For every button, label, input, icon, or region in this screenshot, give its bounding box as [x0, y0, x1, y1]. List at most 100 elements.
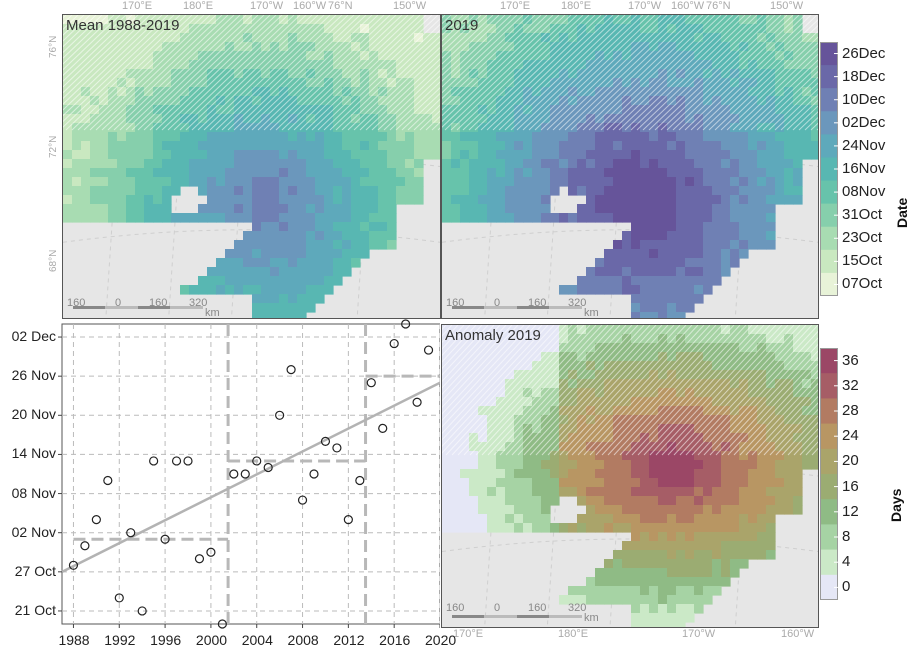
hatch-line: [442, 325, 513, 402]
map-cell: [505, 78, 515, 88]
map-cell: [225, 186, 235, 196]
map-cell: [442, 204, 452, 214]
map-cell: [613, 496, 623, 506]
map-cell: [559, 33, 569, 43]
map-cell: [685, 334, 695, 344]
map-cell: [135, 177, 145, 187]
map-cell: [378, 204, 388, 214]
map-cell: [324, 159, 334, 169]
map-cell: [306, 294, 316, 304]
data-point: [309, 469, 319, 479]
hatch-line: [442, 15, 500, 71]
map-cell: [514, 478, 524, 488]
map-cell: [306, 195, 316, 205]
map-cell: [252, 312, 262, 318]
map-cell: [288, 285, 298, 295]
map-cell: [694, 370, 704, 380]
map-cell: [81, 96, 91, 106]
map-cell: [730, 361, 740, 371]
map-cell: [811, 433, 818, 443]
map-cell: [414, 96, 424, 106]
map-cell: [270, 204, 280, 214]
map-cell: [739, 204, 749, 214]
map-cell: [712, 15, 722, 25]
map-cell: [586, 141, 596, 151]
map-cell: [685, 150, 695, 160]
map-cell: [306, 213, 316, 223]
map-cell: [613, 96, 623, 106]
map-cell: [108, 24, 118, 34]
map-cell: [757, 141, 767, 151]
map-cell: [135, 168, 145, 178]
map-cell: [442, 177, 452, 187]
map-cell: [451, 496, 461, 506]
map-cell: [595, 424, 605, 434]
map-cell: [685, 159, 695, 169]
date-legend-tick-label: 23Oct: [842, 229, 883, 247]
map-cell: [396, 33, 406, 43]
map-cell: [640, 622, 650, 627]
map-cell: [613, 60, 623, 70]
map-cell: [297, 24, 307, 34]
map-cell: [667, 604, 677, 614]
date-legend-tick-label: 24Nov: [842, 136, 886, 154]
map-cell: [550, 478, 560, 488]
map-cell: [703, 105, 713, 115]
map-cell: [730, 105, 740, 115]
hatch-line: [474, 15, 596, 131]
map-cell: [622, 42, 632, 52]
map-cell: [757, 159, 767, 169]
map-cell: [541, 24, 551, 34]
hatch-line: [510, 15, 632, 131]
map-cell: [63, 69, 73, 79]
map-cell: [595, 186, 605, 196]
map-cell: [766, 222, 776, 232]
lon-label: 160°W: [781, 628, 815, 640]
map-cell: [757, 469, 767, 479]
map-cell: [451, 177, 461, 187]
map-cell: [721, 222, 731, 232]
map-cell: [703, 487, 713, 497]
map-cell: [586, 69, 596, 79]
map-cell: [487, 514, 497, 524]
map-cell: [135, 69, 145, 79]
map-cell: [802, 379, 812, 389]
map-cell: [478, 361, 488, 371]
hatch-line: [442, 15, 482, 54]
map-cell: [306, 60, 316, 70]
map-cell: [640, 568, 650, 578]
map-cell: [658, 433, 668, 443]
map-cell: [505, 379, 515, 389]
lon-label: 180°E: [561, 0, 592, 12]
map-cell: [703, 186, 713, 196]
map-cell: [730, 87, 740, 97]
map-cell: [757, 168, 767, 178]
scale-bar-segment: [517, 615, 549, 618]
map-cell: [757, 505, 767, 515]
hatch-line: [185, 15, 307, 131]
map-cell: [99, 105, 109, 115]
hatch-line: [601, 325, 723, 456]
map-cell: [216, 96, 226, 106]
map-cell: [117, 159, 127, 169]
map-cell: [658, 487, 668, 497]
map-cell: [288, 294, 298, 304]
map-cell: [712, 505, 722, 515]
date-legend-tick-label: 16Nov: [842, 160, 886, 177]
map-cell: [487, 213, 497, 223]
map-cell: [640, 415, 650, 425]
map-cell: [306, 96, 316, 106]
map-cell: [505, 343, 515, 353]
map-cell: [198, 177, 208, 187]
map-cell: [595, 60, 605, 70]
map-cell: [378, 96, 388, 106]
map-cell: [72, 141, 82, 151]
map-cell: [288, 231, 298, 241]
map-cell: [505, 141, 515, 151]
map-cell: [469, 478, 479, 488]
map-cell: [306, 87, 316, 97]
map-cell: [505, 487, 515, 497]
map-cell: [460, 15, 470, 25]
map-cell: [541, 487, 551, 497]
map-cell: [396, 186, 406, 196]
